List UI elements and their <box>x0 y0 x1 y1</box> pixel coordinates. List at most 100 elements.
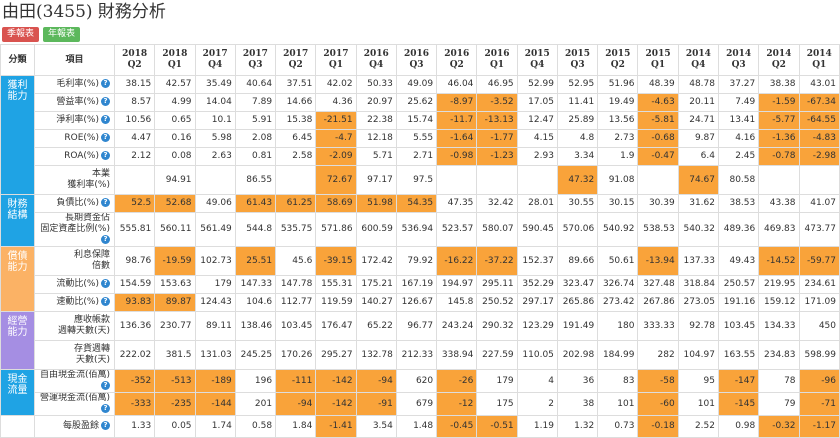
item-cell: 應收帳款 週轉天數(天) <box>34 311 115 341</box>
value-cell: 46.95 <box>476 75 518 94</box>
value-cell: -4.7 <box>315 129 357 148</box>
value-cell: 570.06 <box>556 212 599 247</box>
value-cell: -145 <box>717 392 760 416</box>
value-cell: -147 <box>717 369 760 393</box>
header-row: 分類 項目 2018 Q2 2018 Q1 2017 Q4 2017 Q3 2017 Q2 2… <box>0 44 840 76</box>
period-header: 2015 Q1 <box>637 44 679 76</box>
help-icon[interactable] <box>101 404 110 413</box>
item-label: 應收帳款 週轉天數(天) <box>57 315 110 336</box>
help-icon[interactable] <box>101 421 110 430</box>
item-cell: 存貨週轉 天數(天) <box>34 340 115 370</box>
tab-button[interactable]: 年報表 <box>43 27 81 42</box>
value-cell: -13.94 <box>637 246 679 276</box>
value-cell: -144 <box>194 392 236 416</box>
item-label: 每股盈餘 <box>62 421 99 431</box>
data-row: 經營 能力 應收帳款 週轉天數(天) 136.36 230.77 89.11 138.46… <box>0 311 840 370</box>
value-cell: 98.76 <box>113 246 156 276</box>
value-cell: 35.49 <box>194 75 236 94</box>
help-icon[interactable] <box>101 79 110 88</box>
value-cell: 38.15 <box>113 75 156 94</box>
item-label: 本業 獲利率(%) <box>67 169 110 190</box>
value-cell: 38.53 <box>717 194 760 213</box>
value-cell: 273.42 <box>597 293 639 312</box>
value-cell: 598.99 <box>798 340 840 370</box>
value-cell: 14.04 <box>194 93 236 112</box>
value-cell: 544.8 <box>234 212 277 247</box>
value-cell: 191.49 <box>556 311 599 341</box>
value-cell: 245.25 <box>234 340 277 370</box>
value-cell: 219.95 <box>758 275 800 294</box>
value-cell: 2.45 <box>717 147 760 166</box>
help-icon[interactable] <box>101 297 110 306</box>
category-cell: 獲利 能力 <box>0 75 35 195</box>
value-cell: -3.52 <box>476 93 518 112</box>
value-cell: 46.04 <box>436 75 478 94</box>
value-cell: -19.59 <box>154 246 196 276</box>
value-cell: 138.46 <box>234 311 277 341</box>
finance-table: 分類 項目 2018 Q2 2018 Q1 2017 Q4 2017 Q3 2017 Q2 2… <box>0 44 840 438</box>
value-cell: 5.55 <box>395 129 438 148</box>
period-header: 2017 Q3 <box>234 44 277 76</box>
help-icon[interactable] <box>101 133 110 142</box>
value-cell: 101 <box>677 392 719 416</box>
value-cell: -352 <box>113 369 156 393</box>
value-cell: 194.97 <box>436 275 478 294</box>
category-cell: 償債 能力 <box>0 246 35 312</box>
category-cell: 經營 能力 <box>0 311 35 370</box>
value-cell: -0.47 <box>637 147 679 166</box>
value-cell: 172.42 <box>355 246 397 276</box>
value-cell: 327.48 <box>637 275 679 294</box>
value-cell <box>758 165 800 195</box>
value-cell: 51.96 <box>597 75 639 94</box>
help-icon[interactable] <box>101 235 110 244</box>
help-icon[interactable] <box>101 115 110 124</box>
period-header: 2017 Q4 <box>194 44 236 76</box>
value-cell: 89.11 <box>194 311 236 341</box>
value-cell: 179 <box>194 275 236 294</box>
value-cell: -235 <box>154 392 196 416</box>
value-cell: 119.59 <box>315 293 357 312</box>
data-row: 營運現金流(佰萬)-333-235-144201-94-142-91679-12… <box>1 392 840 416</box>
value-cell: 184.99 <box>597 340 639 370</box>
data-row: 流動比(%)154.59153.63179147.33147.78155.311… <box>1 275 840 294</box>
value-cell: 10.1 <box>194 111 236 130</box>
value-cell: 7.89 <box>234 93 277 112</box>
value-cell: 326.74 <box>597 275 639 294</box>
value-cell: 42.57 <box>154 75 196 94</box>
value-cell: 338.94 <box>436 340 478 370</box>
item-label: 淨利率(%) <box>56 115 99 125</box>
period-header: 2016 Q3 <box>395 44 438 76</box>
value-cell: -333 <box>113 392 156 416</box>
value-cell: 560.11 <box>154 212 196 247</box>
value-cell: 54.35 <box>395 194 438 213</box>
item-label: 負債比(%) <box>56 198 99 208</box>
help-icon[interactable] <box>101 279 110 288</box>
value-cell: 86.55 <box>234 165 277 195</box>
value-cell: 0.08 <box>154 147 196 166</box>
item-cell: 每股盈餘 <box>34 415 115 438</box>
value-cell: 2.08 <box>234 129 277 148</box>
item-cell: 自由現金流(佰萬) <box>34 369 115 393</box>
value-cell: -11.7 <box>436 111 478 130</box>
value-cell: 4.47 <box>113 129 156 148</box>
help-icon[interactable] <box>101 97 110 106</box>
help-icon[interactable] <box>101 151 110 160</box>
value-cell: 7.49 <box>717 93 760 112</box>
value-cell: 136.36 <box>113 311 156 341</box>
tab-button[interactable]: 季報表 <box>2 27 40 42</box>
value-cell: 234.61 <box>798 275 840 294</box>
value-cell: 32.42 <box>476 194 518 213</box>
value-cell: 103.45 <box>717 311 760 341</box>
help-icon[interactable] <box>101 198 110 207</box>
value-cell: 43.38 <box>758 194 800 213</box>
page-title: 由田(3455) 財務分析 <box>2 2 166 22</box>
value-cell: -96 <box>798 369 840 393</box>
period-header: 2014 Q3 <box>717 44 760 76</box>
item-label: 利息保障 倍數 <box>73 250 110 271</box>
value-cell: -513 <box>154 369 196 393</box>
value-cell: 91.08 <box>597 165 639 195</box>
help-icon[interactable] <box>101 381 110 390</box>
value-cell: 41.07 <box>798 194 840 213</box>
value-cell: 201 <box>234 392 277 416</box>
value-cell: 230.77 <box>154 311 196 341</box>
